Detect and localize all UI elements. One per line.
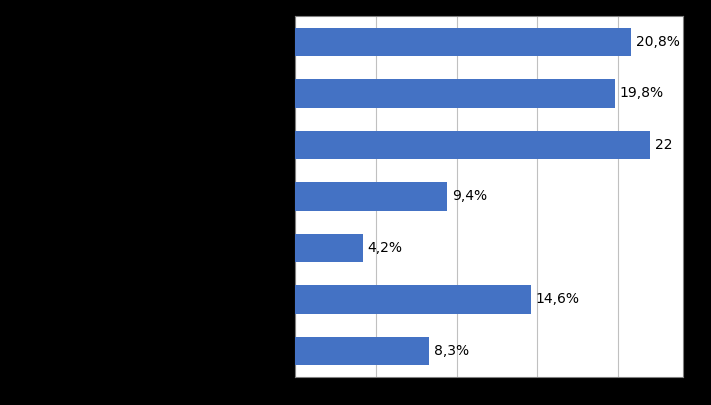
Bar (295, 285, 531, 313)
Bar (295, 234, 363, 262)
Text: 8,3%: 8,3% (434, 344, 469, 358)
Bar (295, 28, 631, 56)
Text: 19,8%: 19,8% (619, 86, 663, 100)
Bar (295, 337, 429, 365)
Text: 20,8%: 20,8% (636, 35, 680, 49)
Text: 4,2%: 4,2% (368, 241, 402, 255)
Text: 22: 22 (655, 138, 673, 152)
Bar (295, 79, 615, 108)
Text: 9,4%: 9,4% (451, 190, 487, 203)
Bar (295, 131, 651, 159)
Bar (295, 182, 447, 211)
Text: 14,6%: 14,6% (535, 292, 579, 307)
